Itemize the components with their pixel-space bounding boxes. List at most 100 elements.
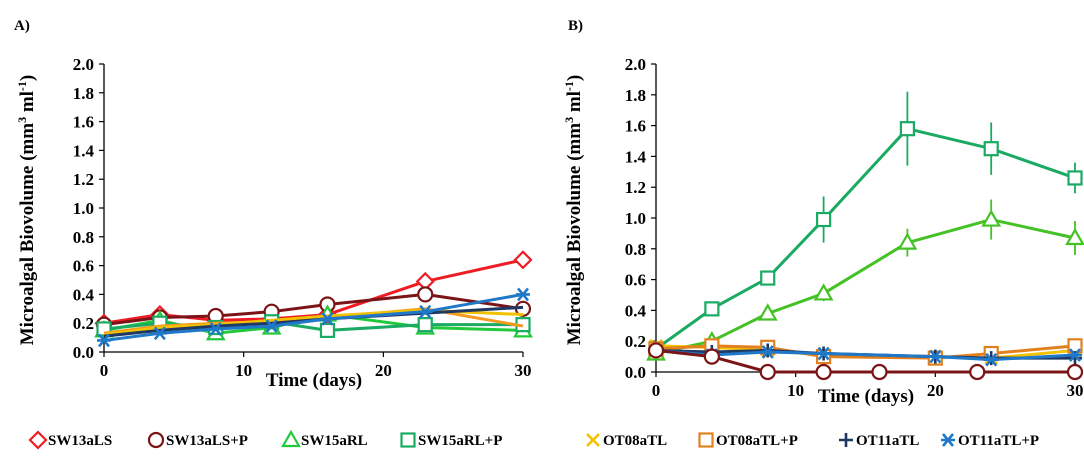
y-tick-label: 0.2 bbox=[73, 314, 94, 333]
y-tick-label: 1.4 bbox=[625, 147, 647, 166]
data-point bbox=[759, 363, 776, 381]
legend-marker bbox=[941, 433, 955, 447]
data-point bbox=[928, 349, 943, 364]
data-point bbox=[813, 283, 834, 301]
y-tick-label: 0.0 bbox=[73, 343, 94, 362]
x-tick-label: 0 bbox=[652, 381, 661, 400]
x-tick-label: 30 bbox=[1067, 381, 1084, 400]
legend-item: SW15aRL bbox=[281, 429, 368, 449]
legend-label: SW13aLS+P bbox=[166, 433, 248, 449]
data-point bbox=[1065, 227, 1084, 246]
panel-b-ylabel-sup1: 3 bbox=[562, 117, 576, 123]
y-tick-label: 0.6 bbox=[625, 271, 646, 290]
legend-item: OT11aTL bbox=[839, 433, 919, 449]
data-point bbox=[516, 287, 530, 302]
y-tick-label: 1.4 bbox=[73, 141, 95, 160]
data-point bbox=[760, 345, 775, 359]
panel-b-ylabel-mid: ml bbox=[564, 91, 585, 117]
legend-label: OT11aTL+P bbox=[958, 433, 1039, 449]
panel-a-series bbox=[94, 250, 533, 348]
panel-a-ylabel-main: Microalgal Biovolume (mm bbox=[17, 123, 38, 346]
data-point bbox=[897, 232, 918, 250]
series-green-square bbox=[648, 91, 1083, 357]
legend-label: OT08aTL bbox=[603, 433, 667, 449]
y-tick-label: 1.8 bbox=[625, 86, 646, 105]
panel-b-axes bbox=[655, 64, 1075, 373]
x-tick-label: 0 bbox=[100, 361, 109, 380]
legend-label: SW13aLS bbox=[48, 433, 112, 449]
y-tick-label: 0.0 bbox=[625, 363, 646, 382]
x-tick-label: 10 bbox=[787, 381, 804, 400]
legend-item: OT08aTL+P bbox=[698, 432, 798, 449]
panel-a-legend: SW13aLS SW13aLS+P SW15aRL SW15aRL+P bbox=[28, 429, 502, 450]
legend-marker bbox=[400, 432, 416, 448]
panel-a-axes bbox=[103, 64, 523, 353]
y-tick-label: 1.0 bbox=[625, 209, 646, 228]
y-tick-label: 1.8 bbox=[73, 84, 94, 103]
panel-b-legend: OT08aTL OT08aTL+P OT11aTL OT11aTL+P bbox=[586, 432, 1039, 449]
y-tick-label: 2.0 bbox=[73, 55, 94, 74]
panel-b: B) 0.0 0.2 0.4 0.6 0.8 1.0 1.2 1.4 1.6 1.8 2.0 0 10 2… bbox=[562, 18, 1084, 449]
panel-b-ylabel-main: Microalgal Biovolume (mm bbox=[564, 123, 585, 346]
x-tick-label: 20 bbox=[375, 361, 392, 380]
legend-marker bbox=[281, 429, 301, 448]
panel-b-series bbox=[646, 91, 1084, 381]
panel-a-y-axis-title: Microalgal Biovolume (mm3 ml-1) bbox=[15, 75, 38, 346]
y-tick-label: 2.0 bbox=[625, 55, 646, 74]
panel-a-label: A) bbox=[14, 18, 30, 34]
data-point bbox=[320, 312, 335, 326]
data-point bbox=[703, 348, 720, 365]
panel-a-x-axis-title: Time (days) bbox=[266, 370, 362, 391]
data-point bbox=[319, 322, 336, 338]
data-point bbox=[264, 319, 279, 333]
x-tick-label: 30 bbox=[515, 361, 532, 380]
data-point bbox=[815, 363, 832, 381]
panel-a-ylabel-sup2: -1 bbox=[15, 81, 29, 91]
y-tick-label: 1.0 bbox=[73, 199, 94, 218]
data-point bbox=[208, 322, 223, 336]
panel-a: A) 0.0 0.2 0.4 0.6 0.8 1.0 1.2 1.4 1.6 1.8 2.0 0 10 2… bbox=[14, 18, 533, 450]
data-point bbox=[417, 286, 434, 303]
legend-label: OT11aTL bbox=[856, 433, 919, 449]
data-point bbox=[760, 270, 776, 286]
legend-label: SW15aRL bbox=[301, 433, 368, 449]
panel-a-ylabel-sup1: 3 bbox=[15, 117, 29, 123]
y-tick-label: 0.8 bbox=[625, 240, 646, 259]
data-point bbox=[983, 141, 999, 157]
data-point bbox=[647, 342, 665, 359]
legend-marker bbox=[28, 430, 48, 450]
data-point bbox=[871, 363, 888, 381]
y-tick-label: 1.6 bbox=[625, 117, 646, 136]
data-point bbox=[513, 250, 533, 270]
data-point bbox=[984, 352, 999, 367]
y-tick-label: 1.2 bbox=[625, 178, 646, 197]
legend-marker bbox=[698, 432, 714, 448]
legend-label: OT08aTL+P bbox=[716, 433, 798, 449]
legend-marker bbox=[586, 433, 600, 447]
panel-b-y-axis-title: Microalgal Biovolume (mm3 ml-1) bbox=[562, 75, 585, 346]
y-tick-label: 1.2 bbox=[73, 170, 94, 189]
panel-b-ylabel-sup2: -1 bbox=[562, 81, 576, 91]
data-point bbox=[152, 326, 167, 341]
legend-item: SW15aRL+P bbox=[400, 432, 502, 449]
data-point bbox=[815, 211, 832, 228]
data-point bbox=[899, 121, 916, 137]
panel-a-ylabel-mid: ml bbox=[17, 91, 38, 117]
legend-marker bbox=[147, 431, 165, 449]
series-dark-red-circle bbox=[647, 342, 1084, 381]
data-point bbox=[1068, 348, 1082, 362]
y-tick-label: 0.2 bbox=[625, 332, 646, 351]
legend-item: SW13aLS bbox=[28, 430, 112, 450]
x-tick-label: 10 bbox=[235, 361, 252, 380]
data-point bbox=[1067, 170, 1083, 186]
data-point bbox=[418, 304, 433, 319]
y-tick-label: 0.4 bbox=[625, 301, 647, 320]
y-tick-label: 1.6 bbox=[73, 113, 94, 132]
data-point bbox=[816, 346, 831, 361]
y-tick-label: 0.4 bbox=[73, 285, 95, 304]
panel-b-label: B) bbox=[568, 18, 583, 34]
data-point bbox=[417, 317, 433, 333]
legend-marker bbox=[839, 433, 853, 447]
data-point bbox=[97, 333, 111, 348]
